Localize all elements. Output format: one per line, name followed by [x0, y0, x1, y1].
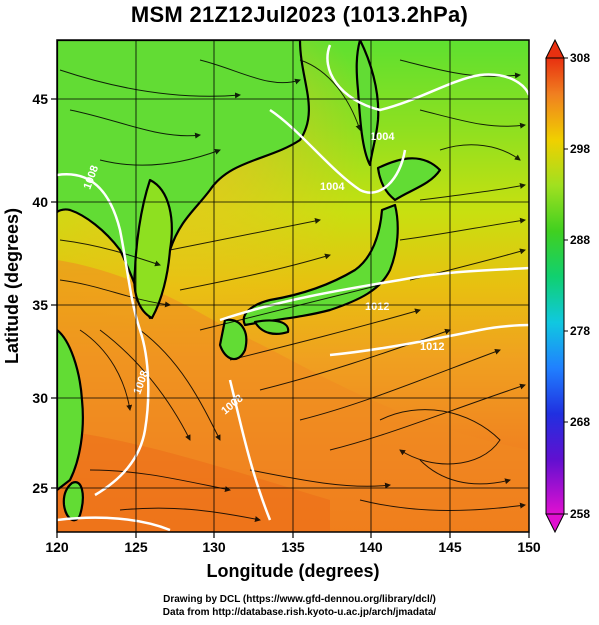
y-tick-label: 40 [32, 194, 48, 210]
x-axis-label: Longitude (degrees) [206, 561, 379, 581]
credit-drawing: Drawing by DCL (https://www.gfd-dennou.o… [163, 594, 436, 605]
y-axis-label: Latitude (degrees) [2, 208, 22, 364]
plot-area: 1004 1008 1008 1012 1012 1004 1008 [57, 40, 529, 532]
x-axis: 120 125 130 135 140 145 150 Longitude (d… [45, 532, 541, 581]
colorbar-tick-label: 258 [570, 507, 590, 521]
y-tick-label: 45 [32, 91, 48, 107]
grid [57, 40, 529, 532]
colorbar-tick-label: 308 [570, 51, 590, 65]
x-tick-label: 125 [124, 539, 148, 555]
x-tick-label: 150 [517, 539, 541, 555]
colorbar-tick-label: 288 [570, 233, 590, 247]
credit-data: Data from http://database.rish.kyoto-u.a… [162, 607, 437, 618]
colorbar-tick-label: 278 [570, 324, 590, 338]
y-axis: 45 40 35 30 25 Latitude (degrees) [2, 91, 57, 496]
colorbar-scale [545, 57, 565, 515]
colorbar-tick-label: 298 [570, 142, 590, 156]
isobar-label: 1012 [420, 341, 444, 353]
colorbar-min-arrow [545, 513, 565, 534]
y-tick-label: 25 [32, 480, 48, 496]
map-title: MSM 21Z12Jul2023 (1013.2hPa) [130, 2, 469, 27]
colorbar-tick-label: 268 [570, 415, 590, 429]
isobar-label: 1004 [370, 131, 395, 143]
y-tick-label: 35 [32, 297, 48, 313]
x-tick-label: 135 [281, 539, 305, 555]
colorbar: 308 298 288 278 268 258 [545, 38, 590, 534]
isobar-label: 1004 [320, 181, 345, 193]
x-tick-label: 140 [359, 539, 383, 555]
isobar-label: 1012 [365, 301, 389, 313]
x-tick-label: 120 [45, 539, 69, 555]
y-tick-label: 30 [32, 390, 48, 406]
x-tick-label: 130 [202, 539, 226, 555]
x-tick-label: 145 [438, 539, 462, 555]
coastlines [57, 40, 442, 522]
colorbar-max-arrow [545, 38, 565, 59]
